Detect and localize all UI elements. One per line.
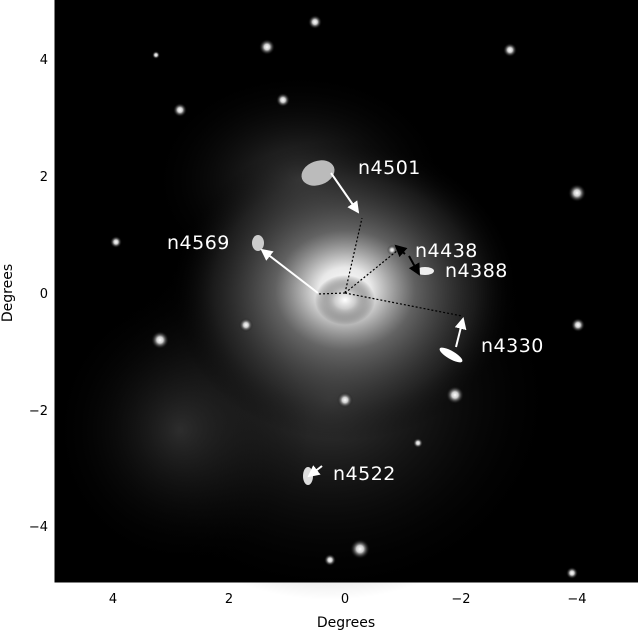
plot-frame: [54, 0, 638, 583]
point-source: [503, 43, 517, 57]
y-axis-label: Degrees: [0, 264, 16, 322]
point-source: [324, 554, 336, 566]
x-tick: −4: [567, 592, 586, 607]
y-tick: 4: [40, 53, 48, 68]
y-ticks: 4 2 0 −2 −4: [29, 53, 48, 535]
point-source: [259, 39, 275, 55]
x-tick: 4: [109, 592, 117, 607]
point-source: [337, 392, 353, 408]
arrow-n4501: [330, 172, 360, 214]
arrow-n4569: [260, 248, 319, 294]
x-tick: 2: [225, 592, 233, 607]
label-n4438: n4438: [415, 240, 478, 262]
arrow-n4330: [454, 317, 467, 348]
point-source: [571, 318, 585, 332]
arrow-n4388: [408, 255, 420, 276]
arrows: [260, 172, 467, 478]
point-source: [152, 51, 160, 59]
x-ray-image: [50, 0, 638, 600]
point-source: [413, 438, 423, 448]
label-n4501: n4501: [358, 157, 421, 179]
x-tick: −2: [451, 592, 470, 607]
point-source: [568, 184, 586, 202]
arrow-n4438: [394, 244, 408, 258]
point-source: [110, 236, 122, 248]
point-source: [173, 103, 187, 117]
label-n4522: n4522: [333, 463, 396, 485]
label-n4388: n4388: [445, 260, 508, 282]
y-tick: −2: [29, 404, 48, 419]
arrow-n4522: [307, 465, 323, 478]
point-source: [239, 318, 253, 332]
label-n4330: n4330: [481, 335, 544, 357]
galaxy-labels: n4501 n4569 n4438 n4388 n4330 n4522: [167, 157, 544, 485]
label-n4569: n4569: [167, 232, 230, 254]
x-axis-label: Degrees: [317, 615, 375, 631]
x-tick: 0: [341, 592, 349, 607]
y-tick: −4: [29, 520, 48, 535]
y-tick: 0: [40, 287, 48, 302]
point-source: [276, 93, 290, 107]
point-source: [151, 331, 169, 349]
point-source: [566, 567, 578, 579]
point-source: [308, 15, 322, 29]
point-source: [446, 386, 464, 404]
x-ticks: 4 2 0 −2 −4: [109, 592, 587, 607]
y-tick: 2: [40, 170, 48, 185]
point-source: [350, 539, 370, 559]
